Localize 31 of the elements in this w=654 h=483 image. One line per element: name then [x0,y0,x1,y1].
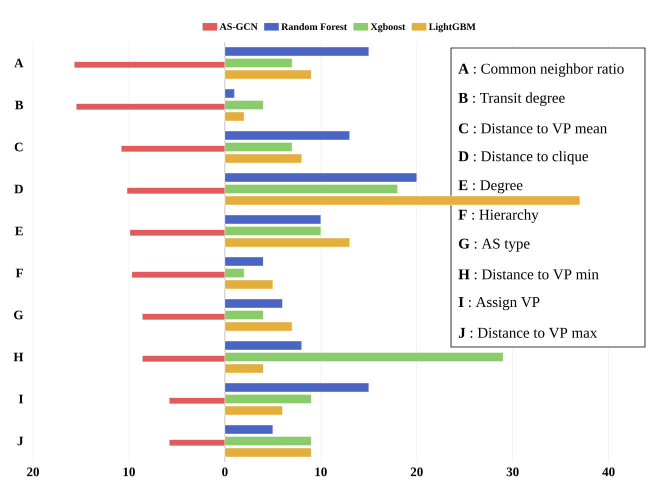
x-tick-label: 10 [123,468,135,476]
y-tick-label: D [14,184,23,194]
legend-label: LightGBM [428,23,476,32]
y-tick-label: I [18,394,24,404]
y-tick-label: B [15,100,24,110]
annotation: F : Hierarchy [458,209,539,223]
x-tick-label: 20 [27,468,39,476]
annotation: D : Distance to clique [458,150,588,164]
y-tick-label: C [14,142,22,152]
y-tick-label: J [18,436,24,446]
y-tick-label: A [14,58,24,68]
legend-label: Xgboost [370,23,406,32]
annotation: B : Transit degree [458,92,565,106]
annotation: A : Common neighbor ratio [458,63,624,77]
legend-label: AS-GCN [220,23,258,30]
y-tick-label: G [14,310,24,320]
annotation: E : Degree [458,180,522,194]
legend-label: Random Forest [281,23,348,30]
annotation: G : AS type [458,238,530,252]
x-tick-label: 0 [222,468,228,476]
annotation: J : Distance to VP max [458,328,598,338]
x-tick-label: 30 [506,468,519,476]
annotation: H : Distance to VP min [458,269,599,280]
annotation: C : Distance to VP mean [458,123,607,134]
y-tick-label: E [15,226,23,236]
annotation: I : Assign VP [458,297,540,310]
y-tick-label: H [14,352,24,362]
x-tick-label: 10 [315,468,327,476]
y-tick-label: F [16,268,23,278]
x-tick-label: 40 [602,468,615,476]
x-tick-label: 20 [410,468,423,476]
